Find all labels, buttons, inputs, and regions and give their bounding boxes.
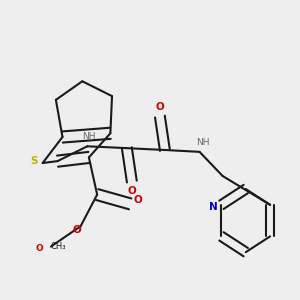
Text: O: O xyxy=(128,186,136,196)
Text: S: S xyxy=(31,156,38,166)
Text: O: O xyxy=(73,225,82,235)
Text: CH₃: CH₃ xyxy=(51,242,66,251)
Text: O: O xyxy=(155,102,164,112)
Text: O: O xyxy=(133,195,142,205)
Text: N: N xyxy=(209,202,218,212)
Text: NH: NH xyxy=(196,138,210,147)
Text: NH: NH xyxy=(82,133,96,142)
Text: O: O xyxy=(35,244,43,253)
